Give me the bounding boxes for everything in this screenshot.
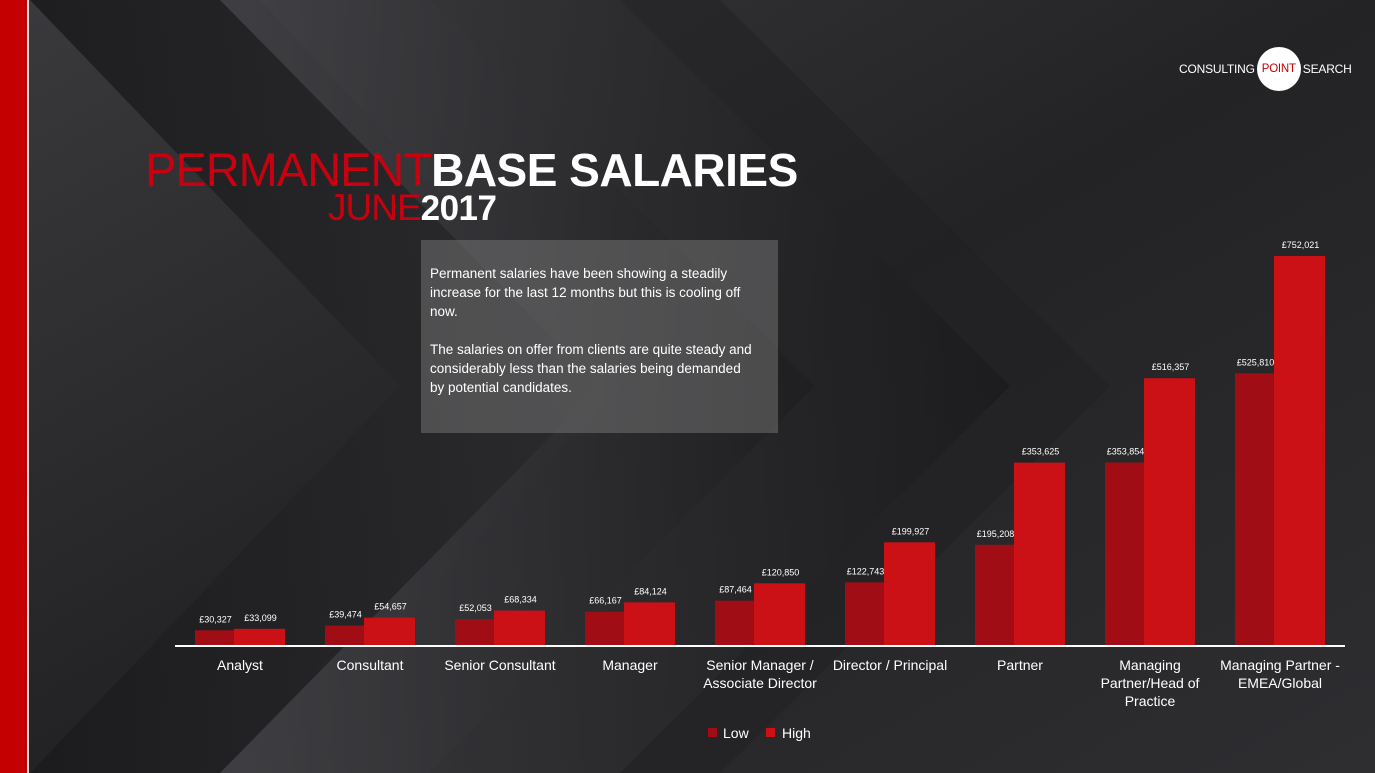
bar-high — [1144, 378, 1195, 646]
category-label: Manager — [602, 657, 658, 673]
data-label-low: £195,208 — [977, 529, 1015, 539]
commentary-paragraph-1: Permanent salaries have been showing a s… — [430, 266, 741, 319]
data-label-high: £33,099 — [244, 613, 277, 623]
category-label: Partner — [997, 657, 1043, 673]
left-accent-line — [27, 0, 29, 773]
title-year: 2017 — [420, 189, 497, 228]
category-label: Managing Partner - — [1220, 657, 1340, 673]
company-logo: CONSULTING POINT SEARCH — [1179, 46, 1352, 92]
data-label-low: £52,053 — [459, 603, 492, 613]
data-label-high: £199,927 — [892, 526, 930, 536]
data-label-low: £39,474 — [329, 610, 362, 620]
logo-point-circle: POINT — [1256, 47, 1301, 91]
logo-text-left: CONSULTING — [1179, 62, 1255, 76]
bar-high — [884, 542, 935, 646]
left-accent-bar — [0, 0, 27, 773]
data-label-low: £66,167 — [589, 596, 622, 606]
data-label-low: £353,854 — [1107, 446, 1145, 456]
data-label-high: £752,021 — [1282, 240, 1320, 250]
category-label: Analyst — [217, 657, 263, 673]
category-label: Associate Director — [703, 675, 817, 691]
commentary-box: Permanent salaries have been showing a s… — [421, 240, 778, 433]
bar-high — [1274, 256, 1325, 646]
title-red-word: PERMANENT — [145, 143, 432, 196]
data-label-low: £30,327 — [199, 614, 232, 624]
data-label-low: £525,810 — [1237, 357, 1275, 367]
data-label-low: £122,743 — [847, 566, 885, 576]
legend-swatch-high — [766, 728, 775, 737]
data-label-high: £54,657 — [374, 602, 407, 612]
category-label: Practice — [1125, 693, 1176, 709]
legend-swatch-low — [708, 728, 717, 737]
title-white-words: BASE SALARIES — [431, 144, 798, 196]
bar-high — [234, 628, 285, 646]
bar-high — [364, 617, 415, 646]
bar-low — [325, 625, 376, 646]
legend-label-low: Low — [723, 725, 750, 741]
page-title-line-2: JUNE 2017 — [328, 187, 497, 229]
data-label-high: £516,357 — [1152, 362, 1190, 372]
bar-high — [624, 602, 675, 646]
logo-text-right: SEARCH — [1302, 62, 1352, 76]
category-label: EMEA/Global — [1238, 675, 1322, 691]
data-label-high: £353,625 — [1022, 447, 1060, 457]
bar-low — [195, 630, 246, 646]
data-label-high: £68,334 — [504, 595, 537, 605]
data-label-high: £120,850 — [762, 567, 800, 577]
legend-label-high: High — [782, 725, 811, 741]
data-label-low: £87,464 — [719, 585, 752, 595]
bar-high — [754, 583, 805, 646]
category-label: Director / Principal — [833, 657, 947, 673]
title-month: JUNE — [328, 187, 422, 228]
category-label: Partner/Head of — [1101, 675, 1200, 691]
commentary-paragraph-2: The salaries on offer from clients are q… — [430, 342, 752, 395]
category-label: Senior Manager / — [706, 657, 814, 673]
data-label-high: £84,124 — [634, 586, 667, 596]
category-label: Senior Consultant — [444, 657, 555, 673]
category-label: Consultant — [337, 657, 404, 673]
bar-high — [1014, 462, 1065, 646]
category-label: Managing — [1119, 657, 1181, 673]
bar-high — [494, 610, 545, 646]
page-title-line-1: PERMANENT BASE SALARIES — [145, 142, 798, 197]
